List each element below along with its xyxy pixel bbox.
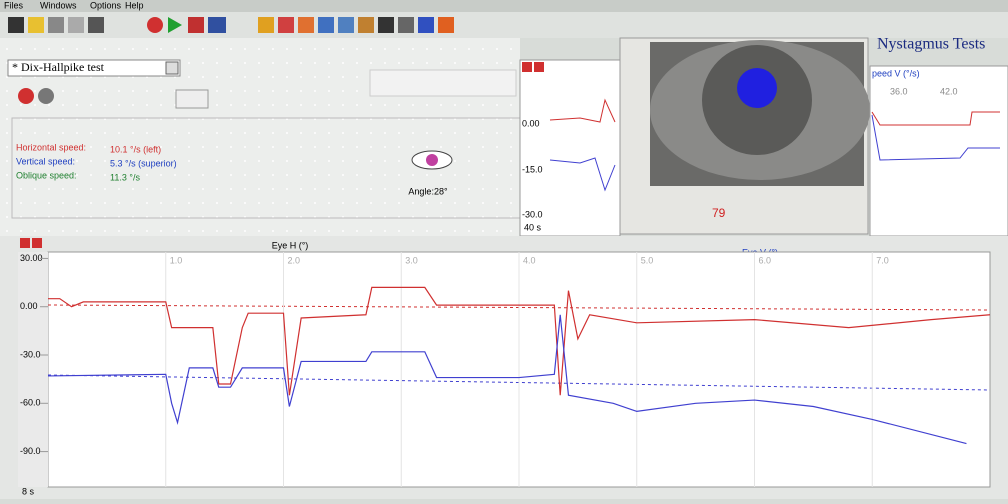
info-label: Horizontal speed: — [16, 142, 86, 152]
tool-button[interactable] — [208, 17, 226, 33]
tool-button[interactable] — [147, 17, 163, 33]
small-plot — [519, 59, 621, 237]
y-tick-label: 30.00 — [20, 253, 43, 263]
right-trace — [871, 111, 1000, 126]
x-tick-label: 4.0 — [523, 255, 536, 265]
small-y-tick: -30.0 — [522, 209, 543, 219]
small-window: 40 s — [524, 222, 542, 232]
scroll-down[interactable] — [32, 238, 42, 248]
tool-button[interactable] — [88, 17, 104, 33]
menu-bar — [0, 0, 1008, 12]
x-tick-label: 2.0 — [288, 255, 301, 265]
pupil-marker — [737, 68, 777, 108]
blank-field — [369, 69, 517, 97]
toolbar-buttons — [8, 17, 454, 33]
chart-button[interactable] — [175, 89, 209, 109]
y-tick-label: -30.0 — [20, 349, 41, 359]
menu: Files Windows Options Help — [4, 0, 144, 10]
menu-item[interactable]: Options — [90, 0, 122, 10]
x-tick-label: 1.0 — [170, 255, 183, 265]
x-tick-label: 3.0 — [405, 255, 418, 265]
stop-button[interactable] — [38, 88, 54, 104]
right-x-tick: 36.0 — [890, 86, 908, 96]
small-trace — [549, 98, 616, 123]
info-label: Oblique speed: — [16, 170, 77, 180]
info: Horizontal speed: 10.1 °/s (left) Vertical… — [16, 142, 177, 182]
info-value: 5.3 °/s (superior) — [110, 158, 177, 168]
y-axis-strip — [18, 252, 48, 487]
y-tick-label: -90.0 — [20, 446, 41, 456]
tool-button[interactable] — [438, 17, 454, 33]
menu-item[interactable]: Help — [125, 0, 144, 10]
small-y-tick: -15.0 — [522, 164, 543, 174]
video-value: 79 — [712, 206, 726, 220]
x-tick-label: 7.0 — [876, 255, 889, 265]
tool-button[interactable] — [258, 17, 274, 33]
small-y-tick: 0.00 — [522, 118, 540, 128]
info-value: 10.1 °/s (left) — [110, 144, 161, 154]
window-label: 8 s — [22, 486, 35, 496]
tool-button[interactable] — [188, 17, 204, 33]
scroll-up[interactable] — [522, 62, 532, 72]
tool-button[interactable] — [68, 17, 84, 33]
tool-button[interactable] — [378, 17, 394, 33]
trace — [47, 314, 967, 445]
x-tick-label: 6.0 — [759, 255, 772, 265]
tool-button[interactable] — [28, 17, 44, 33]
menu-item[interactable]: Windows — [40, 0, 77, 10]
x-tick-label: 5.0 — [641, 255, 654, 265]
record-button[interactable] — [18, 88, 34, 104]
reference-line — [47, 304, 991, 311]
right-trace — [871, 114, 1000, 161]
angle-label: Angle:28° — [408, 186, 448, 196]
tool-button[interactable] — [278, 17, 294, 33]
tool-button[interactable] — [318, 17, 334, 33]
dropdown-button[interactable] — [165, 61, 179, 75]
tool-button[interactable] — [298, 17, 314, 33]
y-tick-label: -60.0 — [20, 398, 41, 408]
reference-line — [47, 374, 991, 391]
chart-title: Eye H (°) — [272, 240, 309, 250]
trace — [48, 286, 991, 396]
tool-button[interactable] — [418, 17, 434, 33]
tool-button[interactable] — [168, 17, 182, 33]
info-label: Vertical speed: — [16, 156, 75, 166]
y-tick-label: 0.00 — [20, 301, 38, 311]
eye-iris — [426, 154, 438, 166]
tool-button[interactable] — [358, 17, 374, 33]
right-plot-title: peed V (°/s) — [872, 68, 920, 78]
tool-button[interactable] — [398, 17, 414, 33]
scroll-down[interactable] — [534, 62, 544, 72]
right-plot — [869, 65, 1008, 237]
test-select[interactable] — [7, 59, 181, 77]
tool-button[interactable] — [338, 17, 354, 33]
test-select-text: * Dix-Hallpike test — [12, 60, 105, 74]
info-value: 11.3 °/s — [110, 172, 140, 182]
right-x-tick: 42.0 — [940, 86, 958, 96]
menu-item[interactable]: Files — [4, 0, 24, 10]
tool-button[interactable] — [8, 17, 24, 33]
tool-button[interactable] — [48, 17, 64, 33]
small-trace — [549, 157, 616, 192]
scroll-up[interactable] — [20, 238, 30, 248]
app-title: Nystagmus Tests — [877, 36, 985, 53]
